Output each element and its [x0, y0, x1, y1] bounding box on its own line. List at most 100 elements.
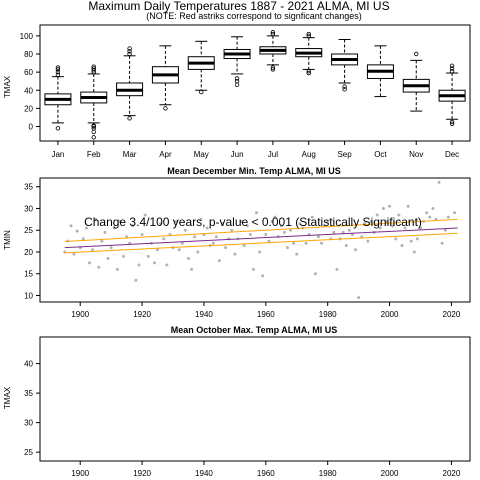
box-outlier — [127, 116, 132, 121]
box-outlier — [449, 66, 455, 71]
box-x-tick-label: Feb — [87, 150, 101, 159]
dec-point — [84, 226, 88, 230]
dec-point — [174, 220, 178, 224]
dec-point — [183, 228, 187, 232]
box-outlier — [449, 119, 455, 125]
dec-point — [282, 230, 286, 234]
oct-y-tick-label: 25 — [24, 448, 33, 457]
dec-lower-band-line — [64, 232, 458, 254]
dec-point — [298, 222, 302, 226]
dec-point — [412, 250, 416, 254]
dec-point — [354, 248, 358, 252]
oct-y-tick-label: 30 — [24, 419, 33, 428]
dec-point — [156, 248, 160, 252]
dec-point — [440, 241, 444, 245]
dec-point — [109, 246, 113, 250]
dec-x-tick-label: 1980 — [319, 310, 337, 319]
dec-point — [381, 206, 385, 210]
dec-point — [261, 274, 265, 278]
dec-point — [394, 237, 398, 241]
box-x-tick-label: Apr — [159, 150, 172, 159]
dec-point — [162, 237, 166, 241]
box-outlier — [234, 78, 240, 84]
box-outlier — [91, 129, 96, 135]
box-outlier — [199, 89, 204, 95]
dec-point — [94, 217, 98, 221]
dec-point — [431, 206, 435, 210]
dec-point — [131, 224, 135, 228]
dec-point — [152, 261, 156, 265]
dec-point — [289, 228, 293, 232]
dec-point — [320, 241, 324, 245]
dec-point — [118, 220, 122, 224]
box-outlier — [127, 46, 132, 51]
dec-y-tick-label: 10 — [24, 291, 33, 300]
oct-x-tick-label: 1980 — [319, 469, 337, 478]
dec-x-axis: 1900 1920 1940 1960 1980 2000 2020 — [71, 302, 461, 319]
box-x-axis: Jan Feb Mar Apr May Jun Jul Aug Sep Oct Nov Dec — [51, 141, 459, 159]
dec-point — [245, 224, 249, 228]
dec-point — [180, 241, 184, 245]
box-outlier — [306, 69, 311, 74]
dec-ylabel: TMIN — [3, 230, 12, 250]
dec-point — [258, 250, 262, 254]
box-outlier — [306, 70, 311, 76]
box-x-tick-label: May — [194, 150, 209, 159]
december-scatter-panel: Mean December Min. Temp ALMA, MI US TMIN… — [3, 166, 471, 319]
dec-point — [428, 215, 432, 219]
dec-point — [177, 248, 181, 252]
box-y-tick-label: 0 — [29, 123, 34, 132]
dec-point — [217, 259, 221, 263]
box-y-tick-label: 100 — [20, 32, 34, 41]
box-y-tick-label: 40 — [24, 86, 33, 95]
dec-point — [115, 267, 119, 271]
dec-point — [255, 211, 259, 215]
dec-point — [91, 248, 95, 252]
box-y-axis: 0 20 40 60 80 100 — [20, 32, 40, 132]
box-outlier — [270, 67, 276, 72]
box-outlier — [449, 63, 455, 68]
dec-point — [375, 213, 379, 217]
box-outlier — [449, 69, 455, 74]
dec-point — [230, 228, 234, 232]
dec-point — [122, 254, 126, 258]
box-x-tick-label: Jan — [51, 150, 64, 159]
dec-y-tick-label: 15 — [24, 270, 33, 279]
oct-x-tick-label: 1960 — [257, 469, 275, 478]
dec-point — [378, 226, 382, 230]
dec-point — [69, 224, 73, 228]
oct-chart-title: Mean October Max. Temp ALMA, MI US — [171, 325, 338, 335]
dec-point — [264, 233, 268, 237]
dec-point — [134, 278, 138, 282]
dec-point — [292, 241, 296, 245]
box-outlier — [91, 126, 96, 131]
dec-point — [285, 246, 289, 250]
box-outlier — [306, 31, 311, 37]
dec-point — [72, 252, 76, 256]
dec-point — [233, 252, 237, 256]
box-outlier — [270, 65, 276, 70]
box-y-tick-label: 60 — [24, 68, 33, 77]
dec-point — [214, 235, 218, 239]
box-outlier — [306, 33, 311, 39]
dec-point — [295, 252, 299, 256]
box-x-tick-label: Jun — [231, 150, 244, 159]
dec-point — [304, 241, 308, 245]
dec-point — [453, 211, 457, 215]
oct-y-tick-label: 35 — [24, 389, 33, 398]
dec-point — [310, 215, 314, 219]
dec-point — [326, 220, 330, 224]
dec-point — [196, 250, 200, 254]
box-outlier — [127, 49, 132, 54]
box-x-tick-label: Nov — [409, 150, 423, 159]
dec-point — [332, 230, 336, 234]
box-outlier — [127, 51, 132, 57]
box-outlier — [55, 69, 61, 75]
box-outlier — [342, 84, 347, 89]
box-outlier — [234, 82, 240, 88]
dec-point — [335, 267, 339, 271]
dec-point — [316, 235, 320, 239]
dec-point — [273, 215, 277, 219]
oct-ylabel: TMAX — [3, 386, 12, 409]
dec-point — [341, 230, 345, 234]
